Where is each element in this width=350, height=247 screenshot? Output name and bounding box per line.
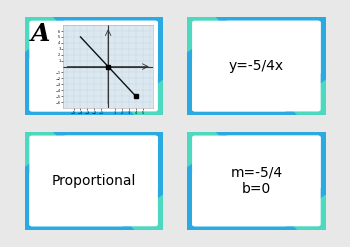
Polygon shape	[292, 81, 326, 115]
FancyBboxPatch shape	[183, 14, 330, 118]
Polygon shape	[130, 81, 163, 115]
FancyBboxPatch shape	[183, 129, 330, 233]
Polygon shape	[187, 17, 231, 61]
Polygon shape	[187, 132, 220, 166]
FancyBboxPatch shape	[192, 136, 321, 226]
FancyBboxPatch shape	[20, 14, 167, 118]
Polygon shape	[119, 186, 163, 230]
FancyBboxPatch shape	[192, 136, 321, 226]
Polygon shape	[281, 71, 326, 115]
Polygon shape	[25, 17, 58, 51]
Polygon shape	[119, 71, 163, 115]
FancyBboxPatch shape	[29, 136, 158, 226]
Text: m=-5/4
b=0: m=-5/4 b=0	[230, 166, 282, 196]
Text: Proportional: Proportional	[51, 174, 136, 188]
Polygon shape	[25, 132, 69, 176]
Polygon shape	[187, 17, 220, 51]
FancyBboxPatch shape	[29, 21, 158, 111]
Polygon shape	[130, 196, 163, 230]
Polygon shape	[25, 17, 69, 61]
Polygon shape	[25, 132, 58, 166]
FancyBboxPatch shape	[192, 21, 321, 111]
Text: A: A	[32, 22, 51, 46]
FancyBboxPatch shape	[29, 136, 158, 226]
Polygon shape	[292, 196, 326, 230]
Polygon shape	[281, 186, 326, 230]
FancyBboxPatch shape	[192, 21, 321, 111]
Polygon shape	[187, 132, 231, 176]
FancyBboxPatch shape	[20, 129, 167, 233]
FancyBboxPatch shape	[29, 21, 158, 111]
Text: y=-5/4x: y=-5/4x	[229, 59, 284, 73]
